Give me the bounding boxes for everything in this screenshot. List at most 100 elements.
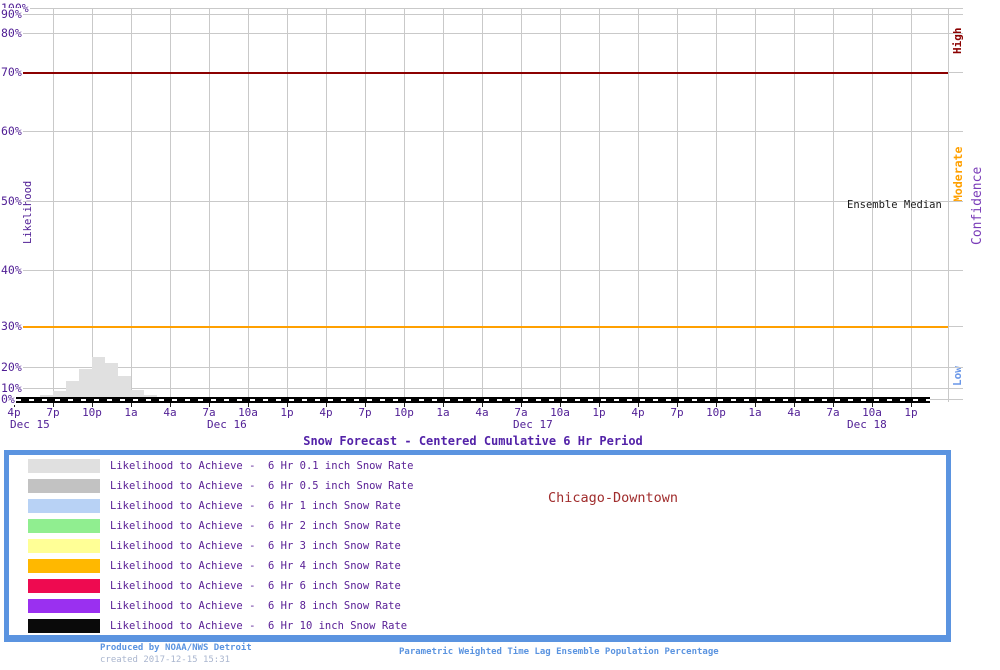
- x-axis-tick: [833, 403, 834, 407]
- x-tick-label: 1a: [124, 406, 138, 419]
- x-axis-tick: [794, 403, 795, 407]
- x-gridline: [443, 8, 444, 402]
- y-right-tick: [948, 72, 963, 73]
- x-axis-tick: [326, 403, 327, 407]
- y-tick-label: 60%: [0, 124, 23, 138]
- x-axis-tick: [911, 403, 912, 407]
- bar: [105, 363, 118, 397]
- x-axis-tick: [287, 403, 288, 407]
- x-tick-label: 7a: [514, 406, 528, 419]
- y-gridline: [14, 367, 948, 368]
- bar: [66, 381, 79, 397]
- legend-item-label: Likelihood to Achieve - 6 Hr 0.5 inch Sn…: [110, 480, 414, 492]
- legend-item-label: Likelihood to Achieve - 6 Hr 10 inch Sno…: [110, 620, 408, 632]
- x-gridline: [287, 8, 288, 402]
- legend-item-label: Likelihood to Achieve - 6 Hr 2 inch Snow…: [110, 520, 401, 532]
- legend-item-label: Likelihood to Achieve - 6 Hr 0.1 inch Sn…: [110, 460, 414, 472]
- method-label: Parametric Weighted Time Lag Ensemble Po…: [399, 647, 719, 657]
- x-gridline: [131, 8, 132, 402]
- x-axis-tick: [872, 403, 873, 407]
- y-right-tick: [948, 14, 963, 15]
- y-gridline: [14, 14, 948, 15]
- x-axis-tick: [92, 403, 93, 407]
- x-gridline: [755, 8, 756, 402]
- y-tick-label: 0%: [0, 392, 16, 406]
- bar: [53, 391, 66, 397]
- x-tick-label: 7a: [202, 406, 216, 419]
- x-axis-tick: [521, 403, 522, 407]
- y-tick-label: 50%: [0, 194, 23, 208]
- date-label: Dec 16: [207, 418, 247, 431]
- x-tick-label: 4a: [475, 406, 489, 419]
- legend-swatch: [28, 539, 100, 553]
- x-tick-label: 4a: [163, 406, 177, 419]
- x-gridline: [53, 8, 54, 402]
- x-axis-hour-ticks: [8, 399, 930, 401]
- x-gridline: [638, 8, 639, 402]
- legend-swatch: [28, 479, 100, 493]
- x-axis-tick: [560, 403, 561, 407]
- y-right-tick: [948, 8, 963, 9]
- x-gridline: [209, 8, 210, 402]
- x-axis-tick: [170, 403, 171, 407]
- y-tick-label: 40%: [0, 263, 23, 277]
- confidence-moderate-label: Moderate: [951, 146, 965, 202]
- x-axis-tick: [443, 403, 444, 407]
- bar: [131, 390, 144, 397]
- date-label: Dec 15: [10, 418, 50, 431]
- x-axis-tick: [248, 403, 249, 407]
- x-axis-tick: [365, 403, 366, 407]
- y-right-tick: [948, 270, 963, 271]
- legend-swatch: [28, 459, 100, 473]
- x-gridline: [833, 8, 834, 402]
- x-tick-label: 10a: [862, 406, 882, 419]
- legend-swatch: [28, 579, 100, 593]
- legend-item-label: Likelihood to Achieve - 6 Hr 6 inch Snow…: [110, 580, 401, 592]
- y-gridline: [14, 270, 948, 271]
- x-tick-label: 4a: [787, 406, 801, 419]
- confidence-high-label: High: [951, 27, 964, 55]
- y-tick-label: 30%: [0, 319, 23, 333]
- x-axis-tick: [209, 403, 210, 407]
- bar: [118, 376, 131, 397]
- x-axis-tick: [677, 403, 678, 407]
- x-tick-label: 1p: [280, 406, 294, 419]
- x-axis-tick: [638, 403, 639, 407]
- x-gridline: [92, 8, 93, 402]
- x-tick-label: 4p: [631, 406, 645, 419]
- legend-item-label: Likelihood to Achieve - 6 Hr 3 inch Snow…: [110, 540, 401, 552]
- confidence-threshold-line: [14, 326, 948, 328]
- y-right-tick: [948, 131, 963, 132]
- x-gridline: [677, 8, 678, 402]
- x-tick-label: 10a: [550, 406, 570, 419]
- confidence-threshold-line: [14, 72, 948, 74]
- legend-swatch: [28, 559, 100, 573]
- x-tick-label: 7p: [46, 406, 60, 419]
- x-tick-label: 4p: [7, 406, 21, 419]
- legend-item-label: Likelihood to Achieve - 6 Hr 8 inch Snow…: [110, 600, 401, 612]
- bar: [144, 395, 157, 397]
- x-gridline: [326, 8, 327, 402]
- chart-title: Snow Forecast - Centered Cumulative 6 Hr…: [303, 434, 643, 448]
- y-gridline: [14, 388, 948, 389]
- bar: [79, 369, 92, 397]
- legend-item-label: Likelihood to Achieve - 6 Hr 1 inch Snow…: [110, 500, 401, 512]
- y-gridline: [14, 131, 948, 132]
- x-tick-label: 1p: [904, 406, 918, 419]
- x-axis-extension: [930, 399, 963, 400]
- y-tick-label: 80%: [0, 26, 23, 40]
- confidence-low-label: Low: [951, 366, 964, 386]
- date-label: Dec 18: [847, 418, 887, 431]
- x-gridline: [794, 8, 795, 402]
- right-axis-title: Confidence: [970, 166, 985, 245]
- x-axis-tick: [599, 403, 600, 407]
- y-gridline: [14, 8, 948, 9]
- x-gridline: [521, 8, 522, 402]
- x-axis-tick: [755, 403, 756, 407]
- x-tick-label: 10p: [394, 406, 414, 419]
- x-axis-tick: [716, 403, 717, 407]
- x-tick-label: 4p: [319, 406, 333, 419]
- x-tick-label: 10p: [82, 406, 102, 419]
- x-axis-tick: [53, 403, 54, 407]
- bar: [92, 357, 105, 397]
